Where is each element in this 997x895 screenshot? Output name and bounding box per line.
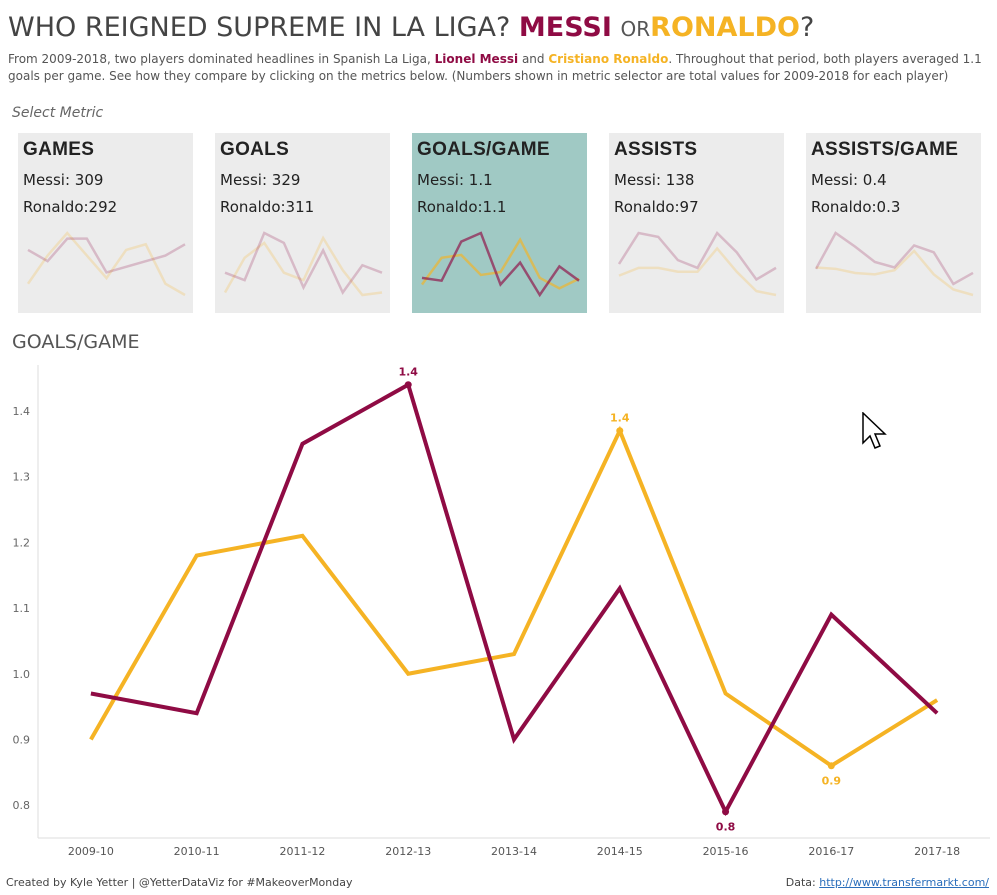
metric-card-title: GAMES (23, 139, 95, 160)
footer-data-label: Data: (785, 876, 816, 889)
metric-card-sparkline (617, 230, 777, 297)
sparkline-messi (27, 237, 186, 274)
page-title: WHO REIGNED SUPREME IN LA LIGA? MESSI OR… (8, 12, 814, 43)
subtitle-ronaldo: Cristiano Ronaldo (548, 52, 669, 66)
sparkline-ronaldo (223, 235, 383, 297)
metric-card-messi-value: Messi: 329 (220, 171, 301, 189)
x-tick-label: 2017-18 (914, 845, 960, 858)
y-tick-label: 1.4 (13, 405, 31, 418)
metric-card-ronaldo-value: Ronaldo:0.3 (811, 198, 901, 216)
metric-card-messi-value: Messi: 138 (614, 171, 695, 189)
title-ronaldo: RONALDO (650, 12, 800, 43)
x-tick-label: 2016-17 (808, 845, 854, 858)
data-label: 1.4 (398, 366, 418, 379)
metric-card-assists[interactable]: ASSISTS Messi: 138 Ronaldo:97 (609, 133, 784, 313)
x-tick-label: 2011-12 (279, 845, 325, 858)
select-metric-label: Select Metric (12, 105, 104, 121)
metric-card-title: ASSISTS/GAME (811, 139, 959, 160)
y-tick-label: 1.1 (13, 602, 31, 615)
mouse-pointer-icon (862, 412, 887, 449)
metric-card-sparkline (420, 231, 580, 298)
y-tick-label: 0.9 (13, 733, 31, 746)
y-tick-label: 1.2 (13, 536, 31, 549)
x-tick-label: 2009-10 (68, 845, 114, 858)
x-tick-label: 2013-14 (491, 845, 537, 858)
metric-card-goals-per-game[interactable]: GOALS/GAME Messi: 1.1 Ronaldo:1.1 (412, 133, 587, 313)
metric-card-messi-value: Messi: 309 (23, 171, 104, 189)
metric-card-ronaldo-value: Ronaldo:97 (614, 198, 699, 216)
footer-source: Data: http://www.transfermarkt.com/ (786, 876, 989, 889)
metric-card-assists-per-game[interactable]: ASSISTS/GAME Messi: 0.4 Ronaldo:0.3 (806, 133, 981, 313)
metric-card-title: ASSISTS (614, 139, 698, 160)
sparkline-ronaldo (420, 237, 580, 290)
chart-title: GOALS/GAME (12, 331, 140, 353)
page-subtitle: From 2009-2018, two players dominated he… (8, 51, 983, 85)
subtitle-post: . Throughout that period, both players a… (8, 52, 982, 83)
data-label: 0.8 (716, 821, 736, 834)
subtitle-pre: From 2009-2018, two players dominated he… (8, 52, 431, 66)
sparkline-messi (814, 231, 974, 286)
sparkline-messi (224, 231, 383, 295)
y-tick-label: 1.0 (13, 668, 31, 681)
title-main: WHO REIGNED SUPREME IN LA LIGA? (8, 12, 511, 43)
series-line-ronaldo (89, 425, 939, 769)
sparkline-messi (617, 230, 777, 282)
metric-card-title: GOALS (220, 139, 290, 160)
metric-card-ronaldo-value: Ronaldo:1.1 (417, 198, 507, 216)
y-tick-label: 0.8 (13, 799, 31, 812)
x-tick-label: 2010-11 (174, 845, 220, 858)
footer-data-link[interactable]: http://www.transfermarkt.com/ (819, 876, 989, 889)
data-label: 0.9 (822, 775, 842, 788)
metric-card-title: GOALS/GAME (417, 139, 550, 160)
title-messi: MESSI (518, 12, 612, 43)
sparkline-ronaldo (815, 249, 974, 297)
metric-card-messi-value: Messi: 1.1 (417, 171, 493, 189)
metric-card-sparkline (223, 231, 383, 297)
sparkline-messi (421, 231, 580, 298)
series-line-messi (90, 381, 939, 817)
metric-card-sparkline (814, 231, 974, 297)
metric-card-ronaldo-value: Ronaldo:311 (220, 198, 315, 216)
annotated-point (722, 808, 730, 816)
annotated-point (404, 381, 412, 389)
x-tick-label: 2014-15 (597, 845, 643, 858)
sparkline-ronaldo (618, 246, 777, 297)
metric-card-ronaldo-value: Ronaldo:292 (23, 198, 118, 216)
x-tick-label: 2015-16 (703, 845, 749, 858)
metric-card-messi-value: Messi: 0.4 (811, 171, 887, 189)
annotated-point (827, 762, 835, 770)
x-tick-label: 2012-13 (385, 845, 431, 858)
title-or: OR (620, 17, 651, 41)
data-label: 1.4 (610, 412, 630, 425)
footer-credit: Created by Kyle Yetter | @YetterDataViz … (6, 876, 353, 889)
title-end: ? (799, 12, 815, 43)
annotated-point (616, 427, 624, 435)
metric-card-goals[interactable]: GOALS Messi: 329 Ronaldo:311 (215, 133, 390, 313)
goals-per-game-line-chart: 0.8 0.9 1.0 1.1 1.2 1.3 1.4 2009-10 2010-11 2011-… (13, 365, 990, 858)
y-tick-label: 1.3 (13, 471, 31, 484)
subtitle-messi: Lionel Messi (434, 52, 519, 66)
subtitle-and: and (521, 52, 545, 66)
sparkline-ronaldo (26, 231, 186, 297)
metric-card-sparkline (26, 231, 186, 297)
metric-card-games[interactable]: GAMES Messi: 309 Ronaldo:292 (18, 133, 193, 313)
